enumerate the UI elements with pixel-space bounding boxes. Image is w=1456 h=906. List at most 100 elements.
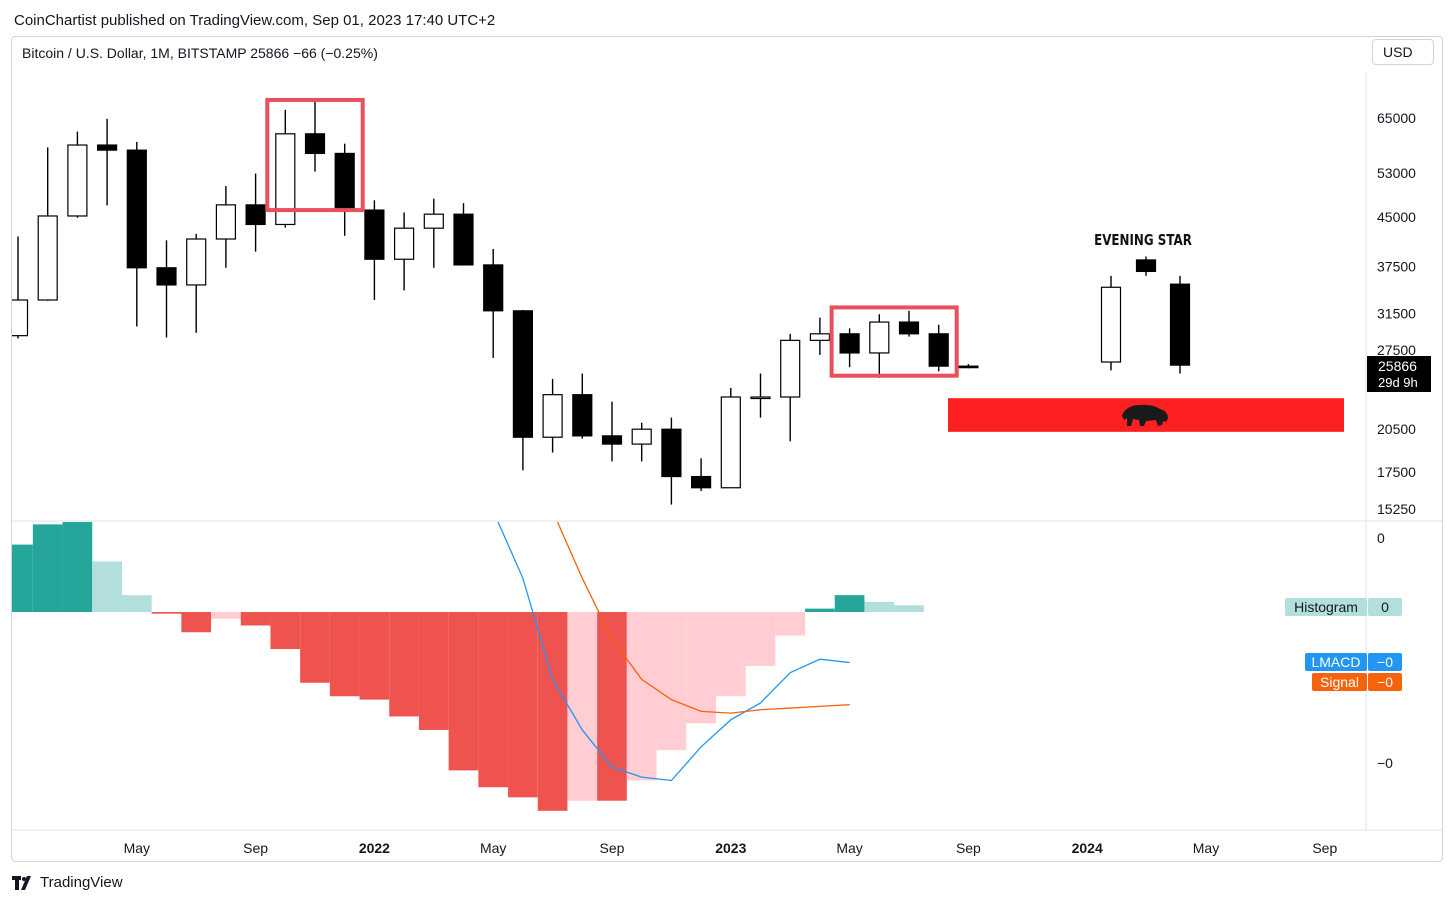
candle-body [156, 267, 177, 286]
candle-body [37, 215, 58, 301]
candle-body [126, 149, 147, 269]
candle [780, 333, 801, 442]
time-tick-label: 2024 [1072, 840, 1103, 856]
time-tick-label: May [1193, 840, 1219, 856]
publisher-line: CoinChartist published on TradingView.co… [14, 12, 496, 29]
histogram-bar [300, 612, 330, 683]
indicator-legend: Histogram 0 LMACD −0 Signal −0 [1285, 598, 1402, 691]
candle [394, 212, 415, 291]
price-tick-label: 37500 [1377, 258, 1416, 274]
histogram-bar [834, 595, 865, 612]
legend-value-badge [1368, 598, 1402, 616]
legend-badge [1285, 598, 1367, 616]
time-tick-label: May [124, 840, 150, 856]
candle [809, 317, 831, 355]
macd-histogram [12, 522, 924, 811]
currency-button[interactable]: USD [1372, 39, 1434, 65]
macd-lines [497, 522, 850, 782]
candle-body [186, 238, 207, 286]
candle-body [542, 394, 563, 438]
price-tick-label: 45000 [1377, 209, 1416, 225]
histogram-bar [32, 524, 63, 612]
time-tick-label: 2023 [715, 840, 746, 856]
candle-body [67, 144, 88, 217]
time-tick-label: May [836, 840, 862, 856]
bear-icon [1122, 404, 1168, 426]
histogram-bar [151, 612, 182, 614]
evening-star-candle [1100, 275, 1122, 371]
candle-body [1100, 286, 1122, 363]
indicator-axis: 0 −0 [1377, 530, 1393, 771]
legend-value-badge [1368, 673, 1402, 691]
price-axis: 65000 53000 45000 37500 31500 27500 20500 17500… [1377, 110, 1416, 517]
candle [37, 147, 58, 301]
price-tick-label: 31500 [1377, 305, 1416, 321]
histogram-bar [745, 612, 776, 666]
candle [483, 248, 504, 358]
candle [186, 233, 207, 333]
tradingview-logo[interactable]: TradingView [12, 874, 123, 891]
candle-body [1169, 283, 1191, 366]
histogram-bar [418, 612, 449, 730]
price-tick-label: 65000 [1377, 110, 1416, 126]
price-tick-label: 17500 [1377, 464, 1416, 480]
legend-label: Signal [1320, 674, 1359, 690]
histogram-bar [805, 608, 835, 612]
legend-value: −0 [1377, 674, 1393, 690]
histogram-bar [181, 612, 212, 633]
histogram-bar [775, 612, 806, 636]
candle-body [661, 428, 682, 478]
legend-label: Histogram [1294, 599, 1358, 615]
candle-body [245, 204, 266, 226]
candle [869, 314, 890, 378]
histogram-bar [92, 561, 122, 612]
candle [928, 324, 949, 372]
time-axis: May Sep 2022 May Sep 2023 May Sep 2024 May Sep [124, 840, 1338, 856]
histogram-bar [864, 601, 895, 612]
annotations-layer: EVENING STAR [265, 97, 1344, 432]
candle [601, 401, 623, 462]
tradingview-icon [12, 875, 31, 890]
time-tick-label: Sep [1312, 840, 1337, 856]
footer-brand: TradingView [40, 874, 123, 891]
candle [215, 186, 236, 268]
candle-body [869, 321, 890, 354]
histogram-bar [270, 612, 301, 650]
price-tick-label: 53000 [1377, 165, 1416, 181]
candle-body [96, 144, 118, 151]
legend-value: 0 [1381, 599, 1389, 615]
candle [304, 101, 326, 172]
candle-body [423, 213, 444, 229]
histogram-bar [211, 612, 241, 619]
legend-value: −0 [1377, 654, 1393, 670]
candles-layer [12, 101, 979, 505]
candle [156, 240, 177, 338]
evening-star-candle [1135, 256, 1157, 276]
candle-body [275, 133, 296, 226]
legend-label: LMACD [1311, 654, 1360, 670]
candle-body [483, 264, 504, 312]
candle-body [215, 204, 236, 240]
candle-body [898, 321, 920, 335]
time-tick-label: Sep [243, 840, 268, 856]
candle [542, 378, 563, 453]
candle-body [928, 333, 949, 367]
legend-badge [1305, 653, 1367, 671]
legend-badge [1312, 673, 1367, 691]
candle-body [809, 333, 831, 341]
candle [126, 141, 147, 327]
candle [245, 173, 266, 252]
histogram-bar [597, 612, 627, 801]
axis-separators [12, 72, 1442, 831]
time-tick-label: May [480, 840, 506, 856]
candle [690, 458, 712, 492]
candle [275, 109, 296, 228]
indicator-tick-label: 0 [1377, 530, 1385, 546]
candle [96, 118, 118, 206]
histogram-bar [12, 544, 33, 612]
indicator-tick-label: −0 [1377, 755, 1393, 771]
candle [67, 131, 88, 218]
histogram-bar [121, 595, 152, 612]
candle [12, 236, 29, 339]
